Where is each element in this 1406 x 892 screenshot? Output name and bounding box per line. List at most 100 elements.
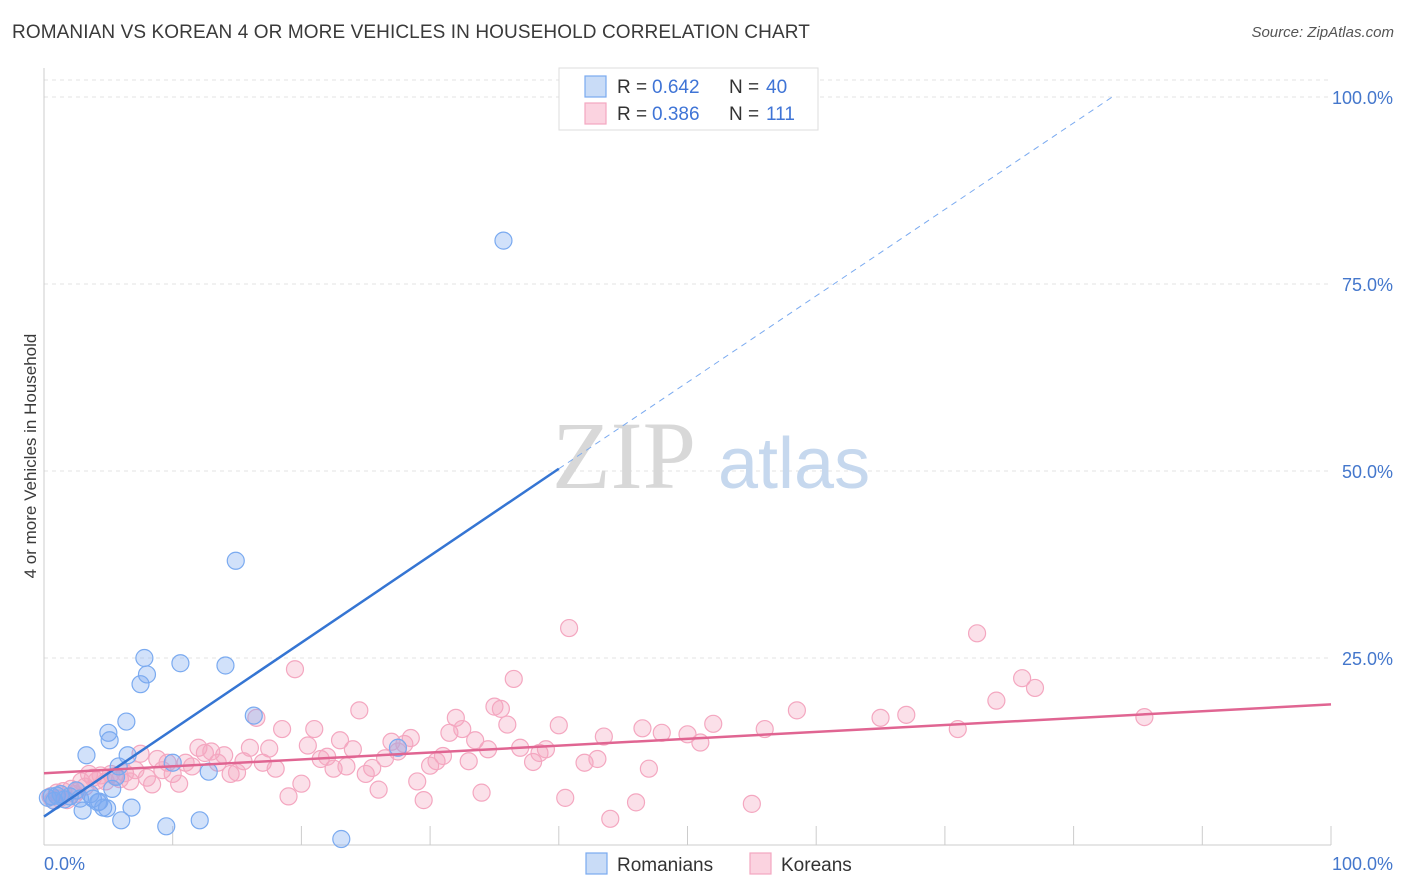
romanian-point: [216, 656, 235, 675]
x-tick-labels: 0.0% 100.0%: [44, 854, 1393, 874]
korean-point: [639, 759, 658, 778]
korean-point: [240, 738, 260, 757]
korean-point: [170, 774, 189, 793]
series-romanians: [38, 231, 513, 849]
romanian-point: [494, 231, 513, 250]
romanian-point: [332, 829, 351, 849]
korean-point: [272, 719, 292, 739]
korean-point: [549, 716, 568, 735]
y-axis-label: 4 or more Vehicles in Household: [21, 334, 40, 579]
romanian-point: [190, 811, 209, 830]
korean-point: [536, 740, 556, 759]
y-tick-label: 25.0%: [1342, 649, 1393, 669]
legend-label-romanians: Romanians: [617, 855, 713, 876]
korean-point: [472, 783, 491, 802]
legend-r-label: R =: [617, 77, 647, 98]
grid-lines: [44, 79, 1331, 659]
korean-point: [350, 701, 369, 720]
korean-point: [704, 714, 723, 733]
korean-point: [588, 749, 607, 769]
legend-n-value: 111: [766, 104, 795, 125]
romanian-point: [137, 665, 157, 684]
legend-swatch-romanians: [584, 75, 607, 98]
koreans-trend-line: [43, 703, 1332, 775]
korean-point: [1013, 669, 1032, 688]
stats-legend: R = 0.642 N = 40 R = 0.386 N = 111: [558, 67, 819, 131]
korean-point: [633, 719, 652, 738]
korean-point: [453, 719, 472, 739]
axes: [43, 68, 1332, 846]
korean-point: [556, 788, 575, 807]
korean-point: [195, 743, 214, 763]
korean-point: [337, 757, 356, 776]
romanian-point: [100, 731, 119, 750]
korean-point: [897, 705, 916, 724]
korean-point: [143, 775, 162, 794]
romanian-point: [103, 779, 122, 799]
y-tick-label: 100.0%: [1332, 88, 1393, 108]
legend-n-label: N =: [729, 77, 759, 98]
korean-point: [279, 787, 298, 806]
source-label: Source: ZipAtlas.com: [1251, 24, 1394, 41]
korean-point: [247, 708, 266, 727]
watermark-atlas: atlas: [718, 424, 870, 504]
korean-point: [260, 739, 279, 758]
x-tick-label: 0.0%: [44, 854, 85, 874]
korean-point: [787, 701, 806, 720]
korean-point: [594, 727, 613, 746]
korean-point: [408, 772, 427, 791]
legend-n-label: N =: [729, 104, 759, 125]
korean-point: [221, 764, 240, 784]
romanian-point: [171, 654, 190, 673]
korean-point: [523, 752, 543, 772]
korean-point: [305, 719, 324, 739]
korean-point: [401, 728, 420, 748]
watermark: ZIP atlas: [552, 402, 870, 509]
korean-point: [330, 731, 350, 750]
romanian-point: [99, 723, 118, 742]
korean-point: [491, 699, 510, 718]
y-tick-labels: 25.0% 50.0% 75.0% 100.0%: [1332, 88, 1393, 669]
y-tick-label: 50.0%: [1342, 462, 1393, 482]
korean-point: [871, 708, 890, 727]
korean-point: [266, 759, 285, 778]
korean-point: [292, 774, 311, 793]
romanian-point: [88, 793, 108, 812]
romanian-point: [388, 738, 408, 757]
romanian-point: [112, 811, 131, 830]
korean-point: [626, 793, 646, 812]
korean-point: [601, 809, 620, 828]
korean-point: [559, 618, 579, 638]
legend-r-value: 0.642: [652, 77, 700, 98]
romanian-point: [117, 712, 136, 731]
trend-lines: [43, 96, 1332, 818]
korean-point: [369, 780, 388, 799]
romanian-point: [77, 746, 96, 765]
y-tick-label: 75.0%: [1342, 275, 1393, 295]
korean-point: [498, 715, 517, 734]
series-legend: Romanians Koreans: [585, 852, 852, 876]
romanian-point: [226, 551, 245, 570]
legend-r-value: 0.386: [652, 104, 700, 125]
legend-swatch-koreans: [749, 852, 772, 875]
romanians-trend-line: [43, 467, 560, 818]
romanian-point: [122, 798, 141, 817]
korean-point: [504, 669, 523, 689]
x-tick-label: 100.0%: [1332, 854, 1393, 874]
legend-swatch-romanians: [585, 852, 608, 875]
korean-point: [967, 624, 987, 643]
korean-point: [414, 791, 433, 810]
korean-point: [466, 731, 485, 750]
legend-n-value: 40: [766, 77, 787, 98]
romanian-point: [244, 706, 263, 725]
romanian-point: [157, 817, 176, 836]
romanian-point: [163, 753, 182, 772]
romanians-trend-extension: [558, 96, 1113, 470]
korean-point: [459, 752, 478, 771]
legend-label-koreans: Koreans: [781, 855, 852, 876]
legend-r-label: R =: [617, 104, 647, 125]
korean-point: [433, 746, 453, 766]
romanian-point: [73, 801, 92, 820]
chart-title: ROMANIAN VS KOREAN 4 OR MORE VEHICLES IN…: [12, 22, 810, 43]
